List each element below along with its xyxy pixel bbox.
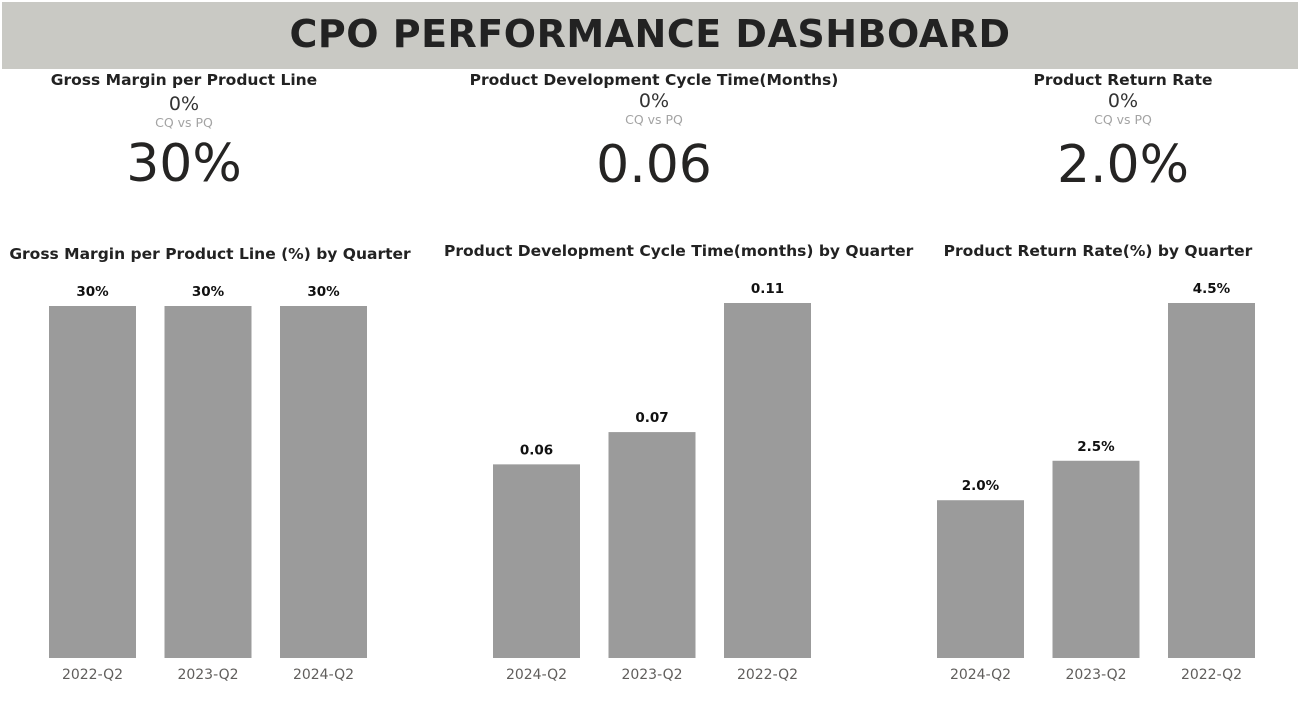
- bar-2024-Q2[interactable]: [937, 500, 1024, 658]
- data-label: 0.07: [635, 410, 668, 426]
- dashboard-title: CPO PERFORMANCE DASHBOARD: [289, 12, 1011, 56]
- kpi-title: Product Return Rate: [1033, 71, 1213, 89]
- x-tick-label: 2023-Q2: [177, 667, 238, 683]
- chart-title-gross-margin: Gross Margin per Product Line (%) by Qua…: [9, 245, 411, 263]
- kpi-comparison-label: CQ vs PQ: [625, 112, 683, 127]
- kpi-delta: 0%: [638, 90, 670, 112]
- data-label: 30%: [307, 284, 340, 300]
- bar-2023-Q2[interactable]: [608, 432, 696, 658]
- data-label: 2.5%: [1077, 439, 1115, 455]
- kpi-delta: 0%: [1107, 90, 1139, 112]
- data-label: 2.0%: [962, 478, 1000, 494]
- bar-chart-return-rate: 2.0% 2024-Q2 2.5% 2023-Q2 4.5% 2022-Q2: [937, 281, 1255, 683]
- x-tick-label: 2024-Q2: [506, 667, 567, 683]
- kpi-card-gross-margin[interactable]: Gross Margin per Product Line 0% CQ vs P…: [0, 71, 394, 194]
- dashboard-header: CPO PERFORMANCE DASHBOARD: [2, 2, 1298, 69]
- kpi-delta: 0%: [168, 93, 200, 115]
- kpi-title: Gross Margin per Product Line: [50, 71, 318, 89]
- chart-title-cycle-time: Product Development Cycle Time(months) b…: [444, 242, 914, 260]
- x-tick-label: 2023-Q2: [1065, 667, 1126, 683]
- kpi-value: 2.0%: [1056, 135, 1190, 195]
- bar-chart-cycle-time: 0.06 2024-Q2 0.07 2023-Q2 0.11 2022-Q2: [493, 281, 811, 683]
- data-label: 30%: [192, 284, 225, 300]
- data-label: 0.06: [520, 442, 553, 458]
- x-tick-label: 2022-Q2: [1181, 667, 1242, 683]
- kpi-value: 30%: [126, 134, 242, 194]
- data-label: 4.5%: [1193, 281, 1231, 297]
- bar-2022-Q2[interactable]: [1168, 303, 1255, 658]
- kpi-value: 0.06: [596, 135, 712, 195]
- x-tick-label: 2024-Q2: [950, 667, 1011, 683]
- kpi-title: Product Development Cycle Time(Months): [469, 71, 839, 89]
- kpi-comparison-label: CQ vs PQ: [1094, 112, 1152, 127]
- x-tick-label: 2022-Q2: [62, 667, 123, 683]
- kpi-card-cycle-time[interactable]: Product Development Cycle Time(Months) 0…: [444, 71, 864, 195]
- chart-title-return-rate: Product Return Rate(%) by Quarter: [943, 242, 1253, 260]
- data-label: 0.11: [751, 281, 784, 297]
- kpi-card-return-rate[interactable]: Product Return Rate 0% CQ vs PQ 2.0%: [913, 71, 1300, 195]
- kpi-comparison-label: CQ vs PQ: [155, 115, 213, 130]
- bar-2024-Q2[interactable]: [280, 306, 367, 658]
- bar-chart-gross-margin: 30% 2022-Q2 30% 2023-Q2 30% 2024-Q2: [49, 284, 367, 683]
- x-tick-label: 2023-Q2: [621, 667, 682, 683]
- bar-2022-Q2[interactable]: [724, 303, 811, 658]
- bar-2024-Q2[interactable]: [493, 464, 580, 658]
- bar-2023-Q2[interactable]: [164, 306, 252, 658]
- data-label: 30%: [76, 284, 109, 300]
- x-tick-label: 2024-Q2: [293, 667, 354, 683]
- x-tick-label: 2022-Q2: [737, 667, 798, 683]
- bar-2023-Q2[interactable]: [1052, 460, 1140, 658]
- bar-2022-Q2[interactable]: [49, 306, 136, 658]
